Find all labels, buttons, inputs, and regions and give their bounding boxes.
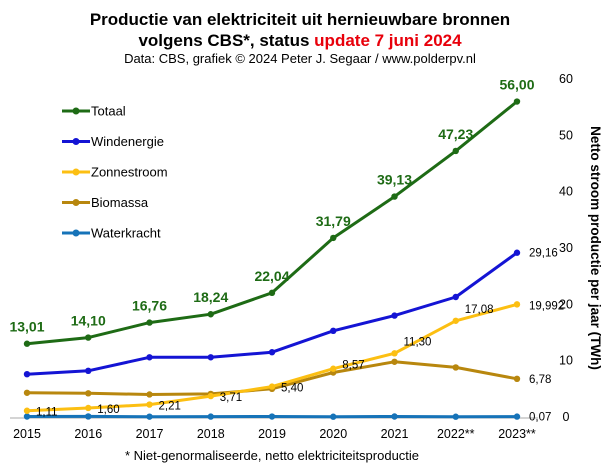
data-point bbox=[391, 312, 397, 318]
data-point bbox=[514, 250, 520, 256]
data-label-zonnestroom: 3,71 bbox=[220, 392, 242, 404]
legend-label: Biomassa bbox=[91, 195, 149, 210]
legend-marker bbox=[73, 169, 80, 176]
data-point bbox=[453, 294, 459, 300]
data-label-zonnestroom: 1,11 bbox=[36, 407, 58, 419]
data-point bbox=[208, 413, 214, 419]
data-point bbox=[453, 364, 459, 370]
data-point bbox=[269, 290, 275, 296]
y-tick-label: 50 bbox=[559, 128, 573, 142]
legend-marker bbox=[73, 108, 80, 115]
chart-title-prefix: volgens CBS*, status bbox=[138, 31, 309, 50]
data-label-totaal: 18,24 bbox=[193, 289, 228, 305]
data-point bbox=[85, 390, 91, 396]
data-point bbox=[146, 319, 152, 325]
data-label-zonnestroom: 8,57 bbox=[342, 360, 364, 372]
x-tick-label: 2019 bbox=[258, 427, 286, 441]
data-label-totaal: 39,13 bbox=[377, 172, 412, 188]
data-point bbox=[391, 350, 397, 356]
data-point bbox=[330, 235, 336, 241]
y-axis-label: Netto stroom productie per jaar (TWh) bbox=[588, 126, 603, 370]
data-point bbox=[85, 334, 91, 340]
data-point bbox=[24, 390, 30, 396]
legend-marker bbox=[73, 138, 80, 145]
data-point bbox=[514, 413, 520, 419]
x-tick-label: 2022** bbox=[437, 427, 475, 441]
y-tick-label: 60 bbox=[559, 72, 573, 86]
legend-label: Totaal bbox=[91, 104, 126, 119]
legend-label: Waterkracht bbox=[91, 226, 161, 241]
data-point bbox=[269, 383, 275, 389]
data-point bbox=[208, 311, 214, 317]
data-point bbox=[24, 408, 30, 414]
data-point bbox=[330, 414, 336, 420]
data-point bbox=[330, 328, 336, 334]
data-label-zonnestroom: 17,08 bbox=[465, 304, 494, 316]
data-point bbox=[453, 414, 459, 420]
legend-marker bbox=[73, 199, 80, 206]
chart-title-line2: volgens CBS*, status update 7 juni 2024 bbox=[138, 31, 462, 50]
data-point bbox=[391, 413, 397, 419]
legend-marker bbox=[73, 230, 80, 237]
data-label-totaal: 56,00 bbox=[499, 77, 534, 93]
data-label-zonnestroom: 1,60 bbox=[97, 404, 119, 416]
legend-label: Windenergie bbox=[91, 134, 164, 149]
x-tick-label: 2018 bbox=[197, 427, 225, 441]
data-point bbox=[330, 366, 336, 372]
data-point bbox=[146, 413, 152, 419]
chart-title-highlight: update 7 juni 2024 bbox=[314, 31, 462, 50]
data-point bbox=[391, 359, 397, 365]
data-point bbox=[146, 354, 152, 360]
data-label-zonnestroom: 19,992 bbox=[529, 300, 564, 312]
data-point bbox=[85, 368, 91, 374]
y-tick-label: 10 bbox=[559, 354, 573, 368]
y-tick-label: 0 bbox=[563, 410, 570, 424]
chart-title-line1: Productie van elektriciteit uit hernieuw… bbox=[90, 10, 510, 29]
data-point bbox=[24, 413, 30, 419]
x-tick-label: 2023** bbox=[498, 427, 536, 441]
data-label-biomassa: 6,78 bbox=[529, 374, 551, 386]
legend: Totaal Windenergie Zonnestroom Biomassa Wate… bbox=[62, 104, 168, 241]
data-point bbox=[514, 98, 520, 104]
data-label-waterkracht: 0,07 bbox=[529, 412, 551, 424]
data-point bbox=[453, 318, 459, 324]
data-point bbox=[269, 413, 275, 419]
chart-subtitle: Data: CBS, grafiek © 2024 Peter J. Segaa… bbox=[124, 51, 476, 66]
x-tick-label: 2021 bbox=[381, 427, 409, 441]
data-label-totaal: 47,23 bbox=[438, 126, 473, 142]
data-point bbox=[391, 193, 397, 199]
data-point bbox=[514, 376, 520, 382]
data-point bbox=[85, 413, 91, 419]
data-label-totaal: 14,10 bbox=[71, 313, 106, 329]
data-label-totaal: 22,04 bbox=[254, 268, 289, 284]
data-point bbox=[514, 301, 520, 307]
x-tick-label: 2015 bbox=[13, 427, 41, 441]
data-label-totaal: 13,01 bbox=[9, 319, 44, 335]
data-point bbox=[146, 391, 152, 397]
data-label-totaal: 31,79 bbox=[316, 213, 351, 229]
y-tick-label: 40 bbox=[559, 185, 573, 199]
data-label-zonnestroom: 5,40 bbox=[281, 383, 303, 395]
data-label-zonnestroom: 11,30 bbox=[404, 336, 432, 348]
data-label-windenergie: 29,16 bbox=[529, 248, 558, 260]
x-tick-label: 2020 bbox=[319, 427, 347, 441]
data-point bbox=[85, 405, 91, 411]
data-point bbox=[24, 341, 30, 347]
data-point bbox=[453, 148, 459, 154]
legend-label: Zonnestroom bbox=[91, 165, 168, 180]
data-point bbox=[24, 371, 30, 377]
data-point bbox=[208, 354, 214, 360]
data-label-zonnestroom: 2,21 bbox=[159, 401, 181, 413]
x-tick-label: 2016 bbox=[74, 427, 102, 441]
data-point bbox=[269, 349, 275, 355]
data-label-totaal: 16,76 bbox=[132, 298, 167, 314]
data-point bbox=[208, 393, 214, 399]
chart-footnote: * Niet-genormaliseerde, netto elektricit… bbox=[125, 448, 419, 463]
y-tick-label: 30 bbox=[559, 241, 573, 255]
data-point bbox=[146, 401, 152, 407]
x-tick-label: 2017 bbox=[136, 427, 164, 441]
